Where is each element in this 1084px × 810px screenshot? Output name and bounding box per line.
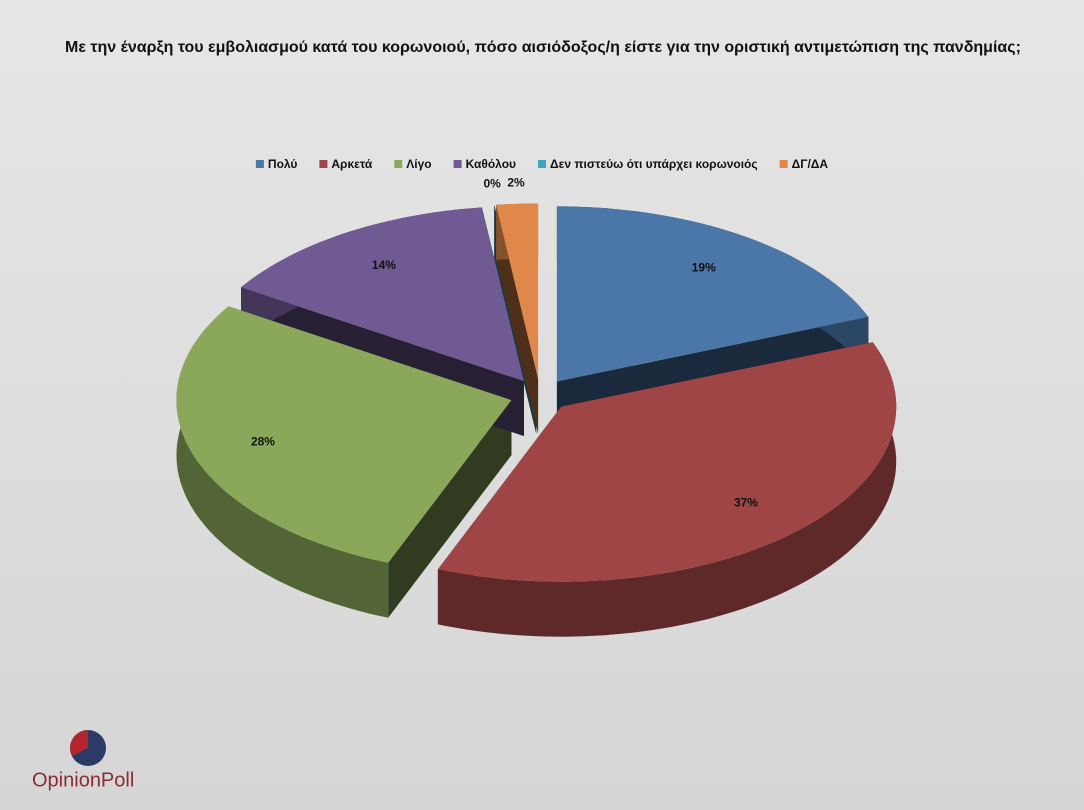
slice-side xyxy=(176,306,389,618)
data-labels: 19% 37% 28% 14% 0% 2% xyxy=(251,175,758,509)
data-label: 37% xyxy=(734,495,758,509)
data-label: 19% xyxy=(692,261,716,275)
legend-label: ΔΓ/ΔΑ xyxy=(792,157,829,171)
logo-segment xyxy=(70,730,88,756)
data-label: 14% xyxy=(372,258,396,272)
chart-title: Με την έναρξη του εμβολιασμού κατά του κ… xyxy=(65,39,1021,56)
legend-label: Καθόλου xyxy=(466,157,516,171)
legend-swatch xyxy=(779,160,788,168)
slice-side xyxy=(388,400,512,618)
legend-swatch xyxy=(255,160,264,168)
data-label: 28% xyxy=(251,434,275,448)
legend-swatch xyxy=(453,160,462,168)
slice xyxy=(176,306,512,563)
slice xyxy=(437,342,897,582)
slice-tops xyxy=(176,203,897,582)
slice xyxy=(241,207,524,382)
logo-text: OpinionPoll xyxy=(32,769,134,791)
legend-swatch xyxy=(538,160,547,168)
slice xyxy=(556,206,869,382)
logo-icon xyxy=(70,730,106,766)
data-label: 0% xyxy=(483,177,501,191)
legend-label: Δεν πιστεύω ότι υπάρχει κορωνοιός xyxy=(550,157,758,171)
legend-swatch xyxy=(394,160,403,168)
legend-label: Αρκετά xyxy=(331,157,372,171)
legend-label: Λίγο xyxy=(406,157,431,171)
legend-swatch xyxy=(319,160,328,168)
legend-label: Πολύ xyxy=(268,157,297,171)
slice-side xyxy=(437,342,897,637)
slice xyxy=(496,203,539,379)
slice-side xyxy=(496,204,539,434)
legend: Πολύ Αρκετά Λίγο Καθόλου Δεν πιστεύω ότι υπά… xyxy=(255,157,829,171)
data-label: 2% xyxy=(507,175,525,189)
